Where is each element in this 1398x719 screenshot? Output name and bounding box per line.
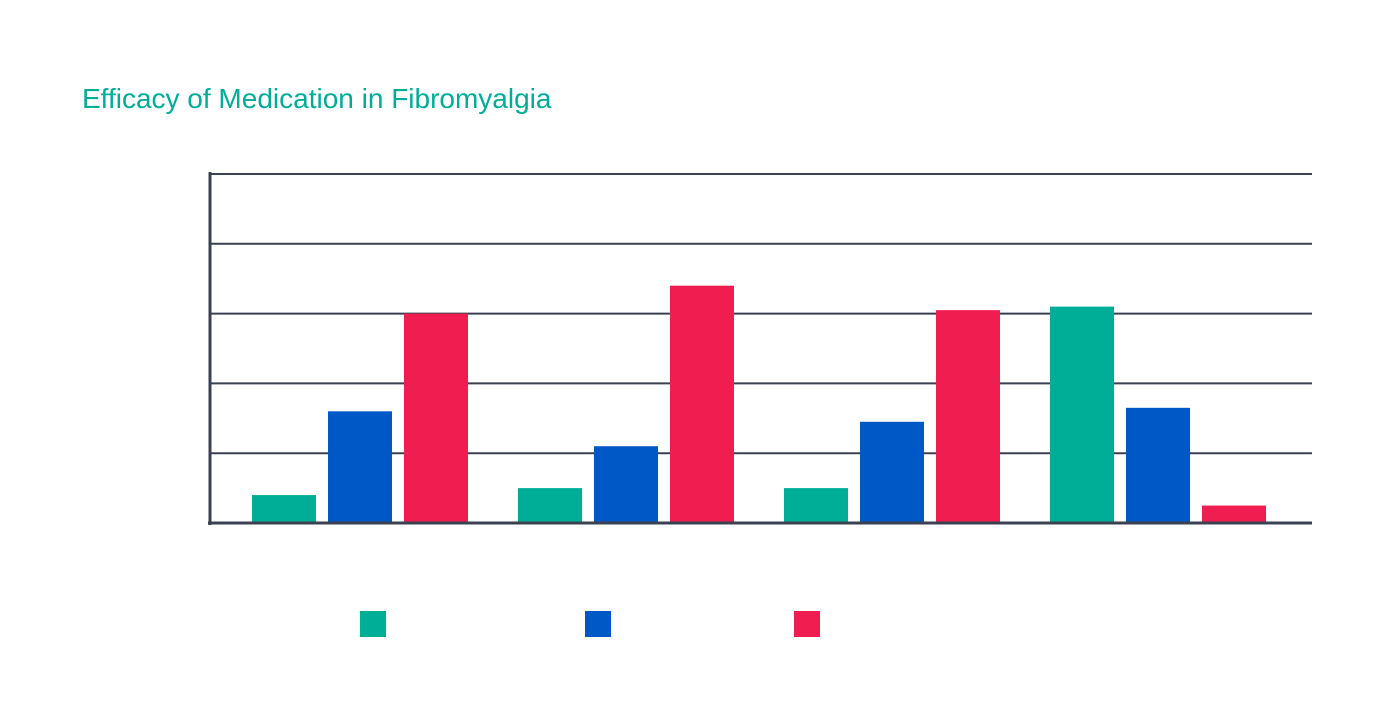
bar-series-2-category-4: [1126, 407, 1190, 523]
chart-title: Efficacy of Medication in Fibromyalgia: [82, 83, 552, 114]
bar-series-3-category-2: [670, 285, 734, 523]
bar-series-3-category-3: [936, 310, 1000, 523]
bar-series-2-category-2: [594, 446, 658, 523]
bar-series-3-category-4: [1202, 505, 1266, 523]
bar-series-1-category-1: [252, 495, 316, 523]
bar-series-2-category-1: [328, 411, 392, 523]
bar-series-2-category-3: [860, 421, 924, 523]
bar-series-1-category-3: [784, 488, 848, 523]
axes: [208, 172, 1312, 525]
legend-swatch-1: [360, 611, 386, 637]
bars: [252, 285, 1266, 523]
bar-series-1-category-2: [518, 488, 582, 523]
legend-swatch-3: [794, 611, 820, 637]
legend: [360, 611, 820, 637]
bar-series-1-category-4: [1050, 306, 1114, 523]
bar-series-3-category-1: [404, 313, 468, 523]
legend-swatch-2: [585, 611, 611, 637]
